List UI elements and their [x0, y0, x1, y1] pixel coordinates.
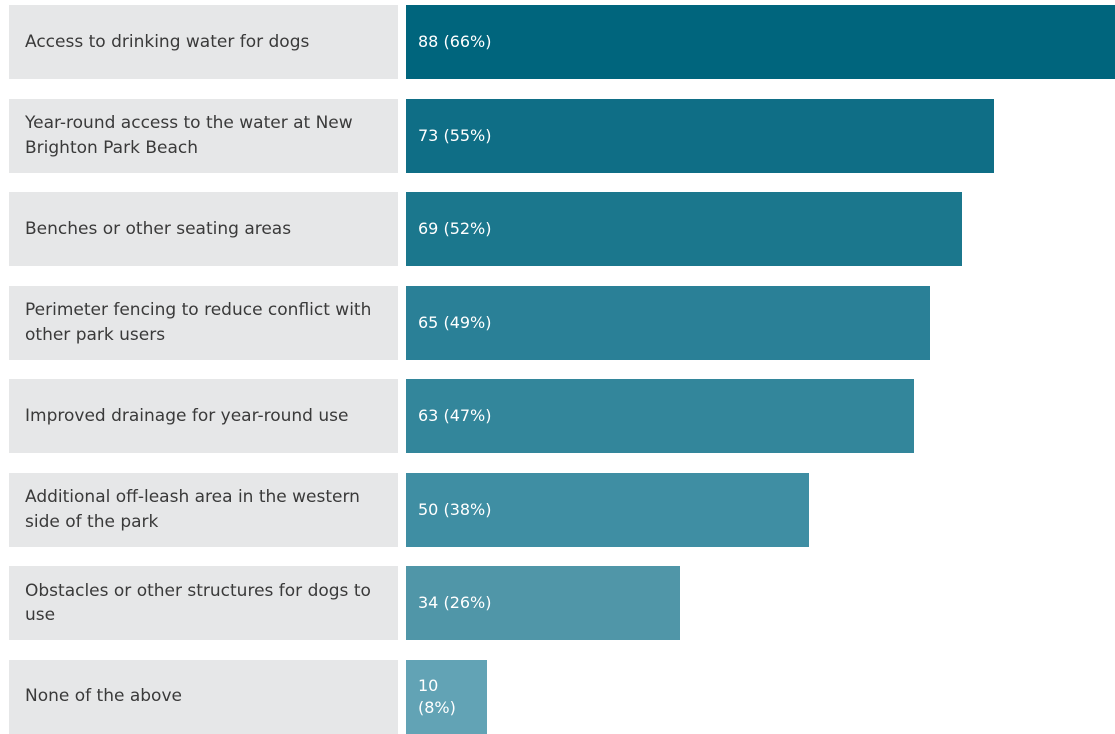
bar: 88 (66%)	[406, 5, 1115, 79]
bar-value-label: 73 (55%)	[418, 125, 492, 145]
bar: 10 (8%)	[406, 659, 487, 734]
bar-value-label: 34 (26%)	[418, 593, 492, 613]
bar: 65 (49%)	[406, 285, 930, 360]
category-label: Additional off-leash area in the western…	[9, 472, 398, 547]
bar-value-label: 50 (38%)	[418, 499, 492, 519]
category-label: Benches or other seating areas	[9, 192, 398, 266]
category-label: Access to drinking water for dogs	[9, 5, 398, 79]
category-label: Improved drainage for year-round use	[9, 379, 398, 453]
bar-value-label: 63 (47%)	[418, 406, 492, 426]
bar-value-label: 88 (66%)	[418, 32, 492, 52]
bar: 34 (26%)	[406, 566, 680, 640]
bar-value-label: 10 (8%)	[418, 675, 456, 717]
bar-value-label: 69 (52%)	[418, 219, 492, 239]
category-label: Perimeter fencing to reduce conflict wit…	[9, 285, 398, 360]
category-label: None of the above	[9, 659, 398, 734]
category-label: Obstacles or other structures for dogs t…	[9, 566, 398, 640]
bar: 69 (52%)	[406, 192, 962, 266]
bar-value-label: 65 (49%)	[418, 312, 492, 332]
bar: 50 (38%)	[406, 472, 809, 547]
bar: 73 (55%)	[406, 98, 994, 173]
bar: 63 (47%)	[406, 379, 914, 453]
category-label: Year-round access to the water at New Br…	[9, 98, 398, 173]
